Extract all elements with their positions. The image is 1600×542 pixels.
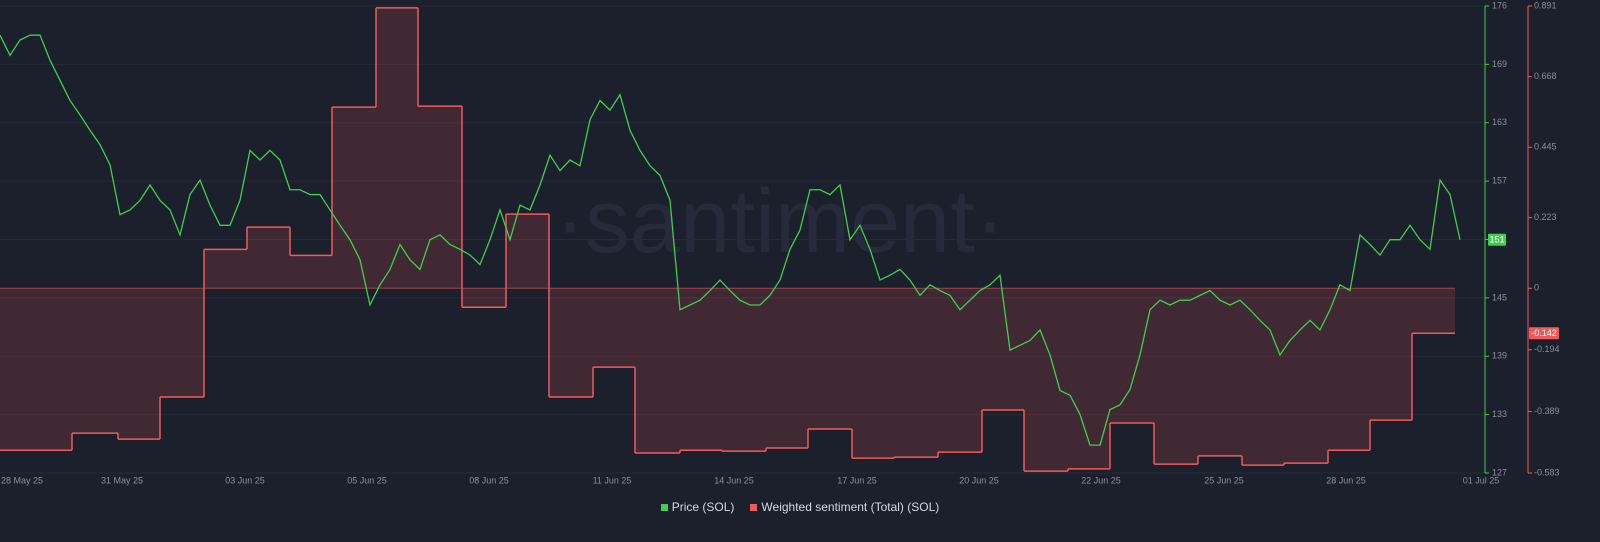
x-tick-label: 01 Jul 25 <box>1463 475 1500 485</box>
legend-swatch <box>660 503 668 511</box>
y-tick-label: 145 <box>1492 292 1507 302</box>
y-tick-label: 176 <box>1492 0 1507 10</box>
y-tick-label: 139 <box>1492 351 1507 361</box>
x-tick-label: 11 Jun 25 <box>593 475 632 485</box>
legend: Price (SOL) Weighted sentiment (Total) (S… <box>0 500 1600 514</box>
y-tick-label: 127 <box>1492 467 1507 477</box>
x-tick-label: 25 Jun 25 <box>1204 475 1244 485</box>
y2-tick-label: -0.389 <box>1534 406 1560 416</box>
y2-tick-label: -0.583 <box>1534 467 1560 477</box>
x-tick-label: 05 Jun 25 <box>347 475 387 485</box>
current-label: 151 <box>1489 235 1504 245</box>
x-tick-label: 20 Jun 25 <box>959 475 999 485</box>
current-badge <box>1488 233 1506 246</box>
price-line <box>0 34 1461 446</box>
current-badge <box>1529 327 1559 340</box>
x-tick-label: 28 May 25 <box>1 475 43 485</box>
y-tick-label: 133 <box>1492 409 1507 419</box>
y2-tick-label: -0.194 <box>1534 344 1560 354</box>
y2-tick-label: 0.445 <box>1534 142 1557 152</box>
y2-tick-label: 0.668 <box>1534 71 1557 81</box>
legend-swatch <box>750 503 758 511</box>
sentiment-area <box>0 7 1455 472</box>
y2-tick-label: 0.223 <box>1534 212 1557 222</box>
y-tick-label: 169 <box>1492 59 1507 69</box>
watermark: ·santiment· <box>555 172 1005 272</box>
x-tick-label: 14 Jun 25 <box>714 475 754 485</box>
legend-label: Weighted sentiment (Total) (SOL) <box>761 500 940 514</box>
x-tick-label: 08 Jun 25 <box>469 475 509 485</box>
legend-item[interactable]: Price (SOL) <box>660 500 735 514</box>
x-tick-label: 22 Jun 25 <box>1081 475 1121 485</box>
x-tick-label: 28 Jun 25 <box>1326 475 1366 485</box>
y2-tick-label: 0.891 <box>1534 0 1557 10</box>
y-tick-label: 163 <box>1492 117 1507 127</box>
legend-label: Price (SOL) <box>671 500 735 514</box>
x-tick-label: 03 Jun 25 <box>225 475 265 485</box>
x-tick-label: 31 May 25 <box>101 475 143 485</box>
legend-item[interactable]: Weighted sentiment (Total) (SOL) <box>750 500 939 514</box>
chart: ·santiment· 127 133 139 145 151 157 163 169 176 -… <box>0 0 1560 485</box>
y-tick-label: 157 <box>1492 176 1507 186</box>
y2-tick-label: 0 <box>1534 283 1539 293</box>
x-tick-label: 17 Jun 25 <box>837 475 877 485</box>
current-label: -0.142 <box>1531 328 1557 338</box>
